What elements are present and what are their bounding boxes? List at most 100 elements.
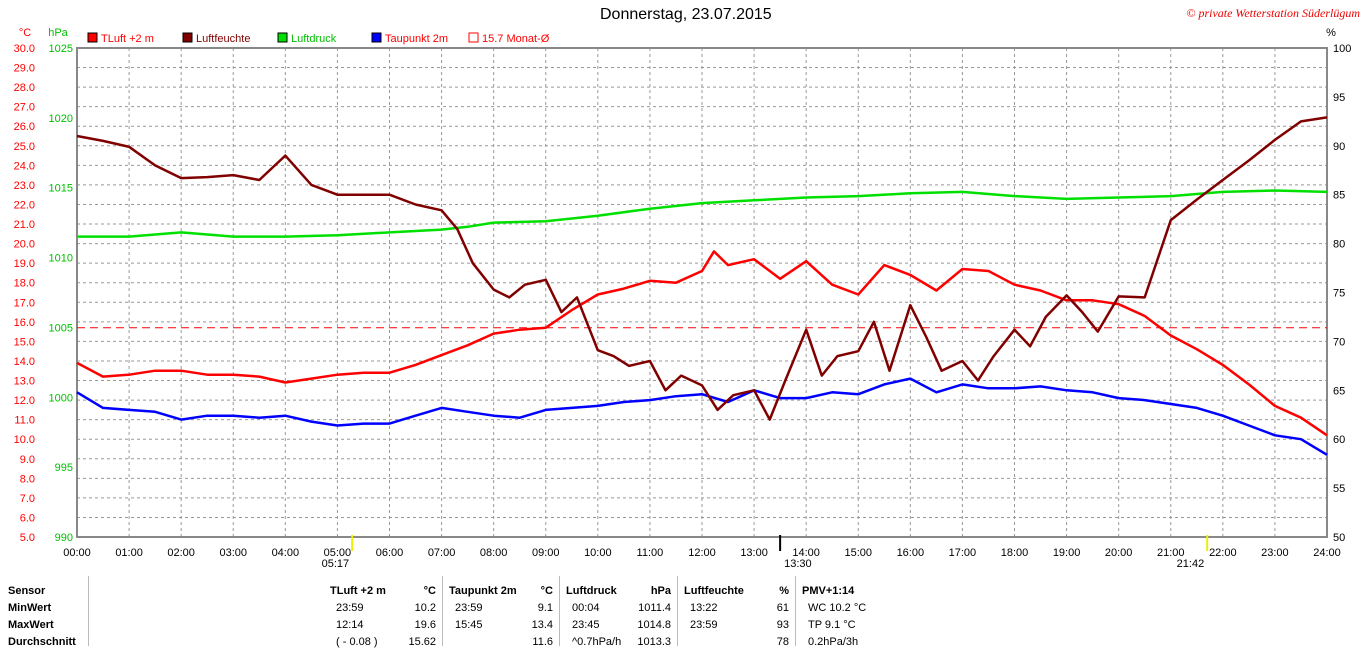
header-sensor: Sensor xyxy=(8,585,46,597)
column-header: Taupunkt 2m xyxy=(449,585,517,597)
table-column-dp_unit: °C 9.1 13.4 11.6 xyxy=(525,583,553,651)
chart-title: Donnerstag, 23.07.2015 xyxy=(600,6,772,23)
table-cell: 23:59 xyxy=(455,602,483,614)
temp-tick-label: 20.0 xyxy=(14,239,35,251)
table-column-p_unit: hPa 1011.4 1014.8 1013.3 xyxy=(626,583,671,651)
x-tick-label: 14:00 xyxy=(792,547,820,559)
legend-swatch xyxy=(87,32,98,43)
table-column-t: TLuft +2 m 23:59 12:14 ( - 0.08 ) xyxy=(330,583,390,651)
temp-tick-label: 22.0 xyxy=(14,199,35,211)
temp-tick-label: 7.0 xyxy=(20,493,35,505)
time-marker-label: 21:42 xyxy=(1177,558,1205,570)
temp-tick-label: 9.0 xyxy=(20,454,35,466)
table-cell: 19.6 xyxy=(414,619,436,631)
table-column-t_unit: °C 10.2 19.6 15.62 xyxy=(392,583,436,651)
table-cell: 1014.8 xyxy=(637,619,671,631)
temp-tick-label: 16.0 xyxy=(14,317,35,329)
humidity-tick-label: 55 xyxy=(1333,483,1345,495)
pressure-tick-label: 1000 xyxy=(49,392,73,404)
column-header: TLuft +2 m xyxy=(330,585,386,597)
temp-tick-label: 24.0 xyxy=(14,160,35,172)
x-tick-label: 23:00 xyxy=(1261,547,1289,559)
x-tick-label: 05:00 xyxy=(324,547,352,559)
temp-tick-label: 23.0 xyxy=(14,180,35,192)
time-marker-label: 05:17 xyxy=(322,558,350,570)
legend-label: TLuft +2 m xyxy=(101,33,154,45)
table-cell: 12:14 xyxy=(336,619,364,631)
column-header: °C xyxy=(540,585,553,597)
pressure-tick-label: 1005 xyxy=(49,322,73,334)
humidity-tick-label: 80 xyxy=(1333,239,1345,251)
copyright: © private Wetterstation Süderlügum xyxy=(1186,6,1360,20)
x-tick-label: 06:00 xyxy=(376,547,404,559)
pressure-unit: hPa xyxy=(48,27,68,39)
table-column-pmv: PMV+1:14 WC 10.2 °C TP 9.1 °C 0.2hPa/3h xyxy=(802,583,872,651)
column-header: °C xyxy=(423,585,436,597)
x-tick-label: 08:00 xyxy=(480,547,508,559)
pressure-tick-label: 990 xyxy=(55,532,73,544)
table-cell: ^0.7hPa/h xyxy=(572,636,622,648)
legend-label: 15.7 Monat-Ø xyxy=(482,33,550,45)
legend-label: Luftfeuchte xyxy=(196,33,250,45)
x-tick-label: 21:00 xyxy=(1157,547,1185,559)
temp-unit: °C xyxy=(19,27,31,39)
table-column-p: Luftdruck 00:04 23:45 ^0.7hPa/h xyxy=(566,583,626,651)
x-tick-label: 24:00 xyxy=(1313,547,1341,559)
temp-tick-label: 11.0 xyxy=(14,415,35,427)
temp-tick-label: 30.0 xyxy=(14,43,35,55)
table-cell: ( - 0.08 ) xyxy=(336,636,378,648)
temp-tick-label: 12.0 xyxy=(14,395,35,407)
series-luftfeuchte xyxy=(76,116,1328,421)
table-cell: 23:45 xyxy=(572,619,600,631)
table-cell: 23:59 xyxy=(690,619,718,631)
x-tick-label: 15:00 xyxy=(844,547,872,559)
x-tick-label: 18:00 xyxy=(1001,547,1029,559)
x-tick-label: 22:00 xyxy=(1209,547,1237,559)
legend-swatch xyxy=(371,32,382,43)
table-cell: 15.62 xyxy=(408,636,436,648)
table-cell: 9.1 xyxy=(537,602,553,614)
temp-tick-label: 29.0 xyxy=(14,63,35,75)
legend-label: Taupunkt 2m xyxy=(385,33,448,45)
temp-tick-label: 28.0 xyxy=(14,82,35,94)
table-column-h_unit: % 61 93 78 xyxy=(754,583,789,651)
table-cell: 11.6 xyxy=(532,636,553,648)
pressure-tick-label: 1015 xyxy=(49,183,73,195)
x-tick-label: 11:00 xyxy=(637,547,664,559)
table-cell: 0.2hPa/3h xyxy=(808,636,859,648)
humidity-tick-label: 70 xyxy=(1333,336,1345,348)
x-tick-label: 04:00 xyxy=(272,547,300,559)
x-tick-label: 12:00 xyxy=(688,547,716,559)
column-header: Luftdruck xyxy=(566,585,617,597)
table-cell: 93 xyxy=(776,619,789,631)
table-cell xyxy=(684,634,754,651)
series-taupunkt-2m xyxy=(76,377,1328,456)
x-tick-label: 00:00 xyxy=(63,547,91,559)
row-labels: Sensor MinWert MaxWert Durchschnitt xyxy=(8,583,76,651)
x-tick-label: 07:00 xyxy=(428,547,456,559)
table-cell: 10.2 xyxy=(414,602,436,614)
temp-tick-label: 27.0 xyxy=(14,102,35,114)
humidity-tick-label: 95 xyxy=(1333,92,1345,104)
table-cell: 15:45 xyxy=(455,619,483,631)
temp-tick-label: 25.0 xyxy=(14,141,35,153)
humidity-tick-label: 100 xyxy=(1333,43,1351,55)
x-tick-label: 20:00 xyxy=(1105,547,1133,559)
plot-frame xyxy=(76,47,1328,538)
humidity-tick-label: 75 xyxy=(1333,288,1345,300)
weather-chart: 5.0 6.0 7.0 8.0 9.0 10.0 11.0 12.0 13.0 14.0 15.0 1… xyxy=(14,27,1352,570)
humidity-tick-label: 50 xyxy=(1333,532,1345,544)
x-tick-label: 02:00 xyxy=(167,547,195,559)
pressure-tick-label: 1025 xyxy=(49,43,73,55)
temp-tick-label: 8.0 xyxy=(20,473,35,485)
x-tick-label: 10:00 xyxy=(584,547,612,559)
temp-tick-label: 10.0 xyxy=(14,434,35,446)
temp-tick-label: 26.0 xyxy=(14,121,35,133)
x-tick-label: 13:00 xyxy=(740,547,768,559)
humidity-tick-label: 85 xyxy=(1333,190,1345,202)
humidity-tick-label: 60 xyxy=(1333,434,1345,446)
column-header: PMV+1:14 xyxy=(802,585,855,597)
table-column-h: Luftfeuchte 13:22 23:59 xyxy=(684,583,754,651)
row-label: MaxWert xyxy=(8,619,54,631)
temp-tick-label: 5.0 xyxy=(20,532,35,544)
